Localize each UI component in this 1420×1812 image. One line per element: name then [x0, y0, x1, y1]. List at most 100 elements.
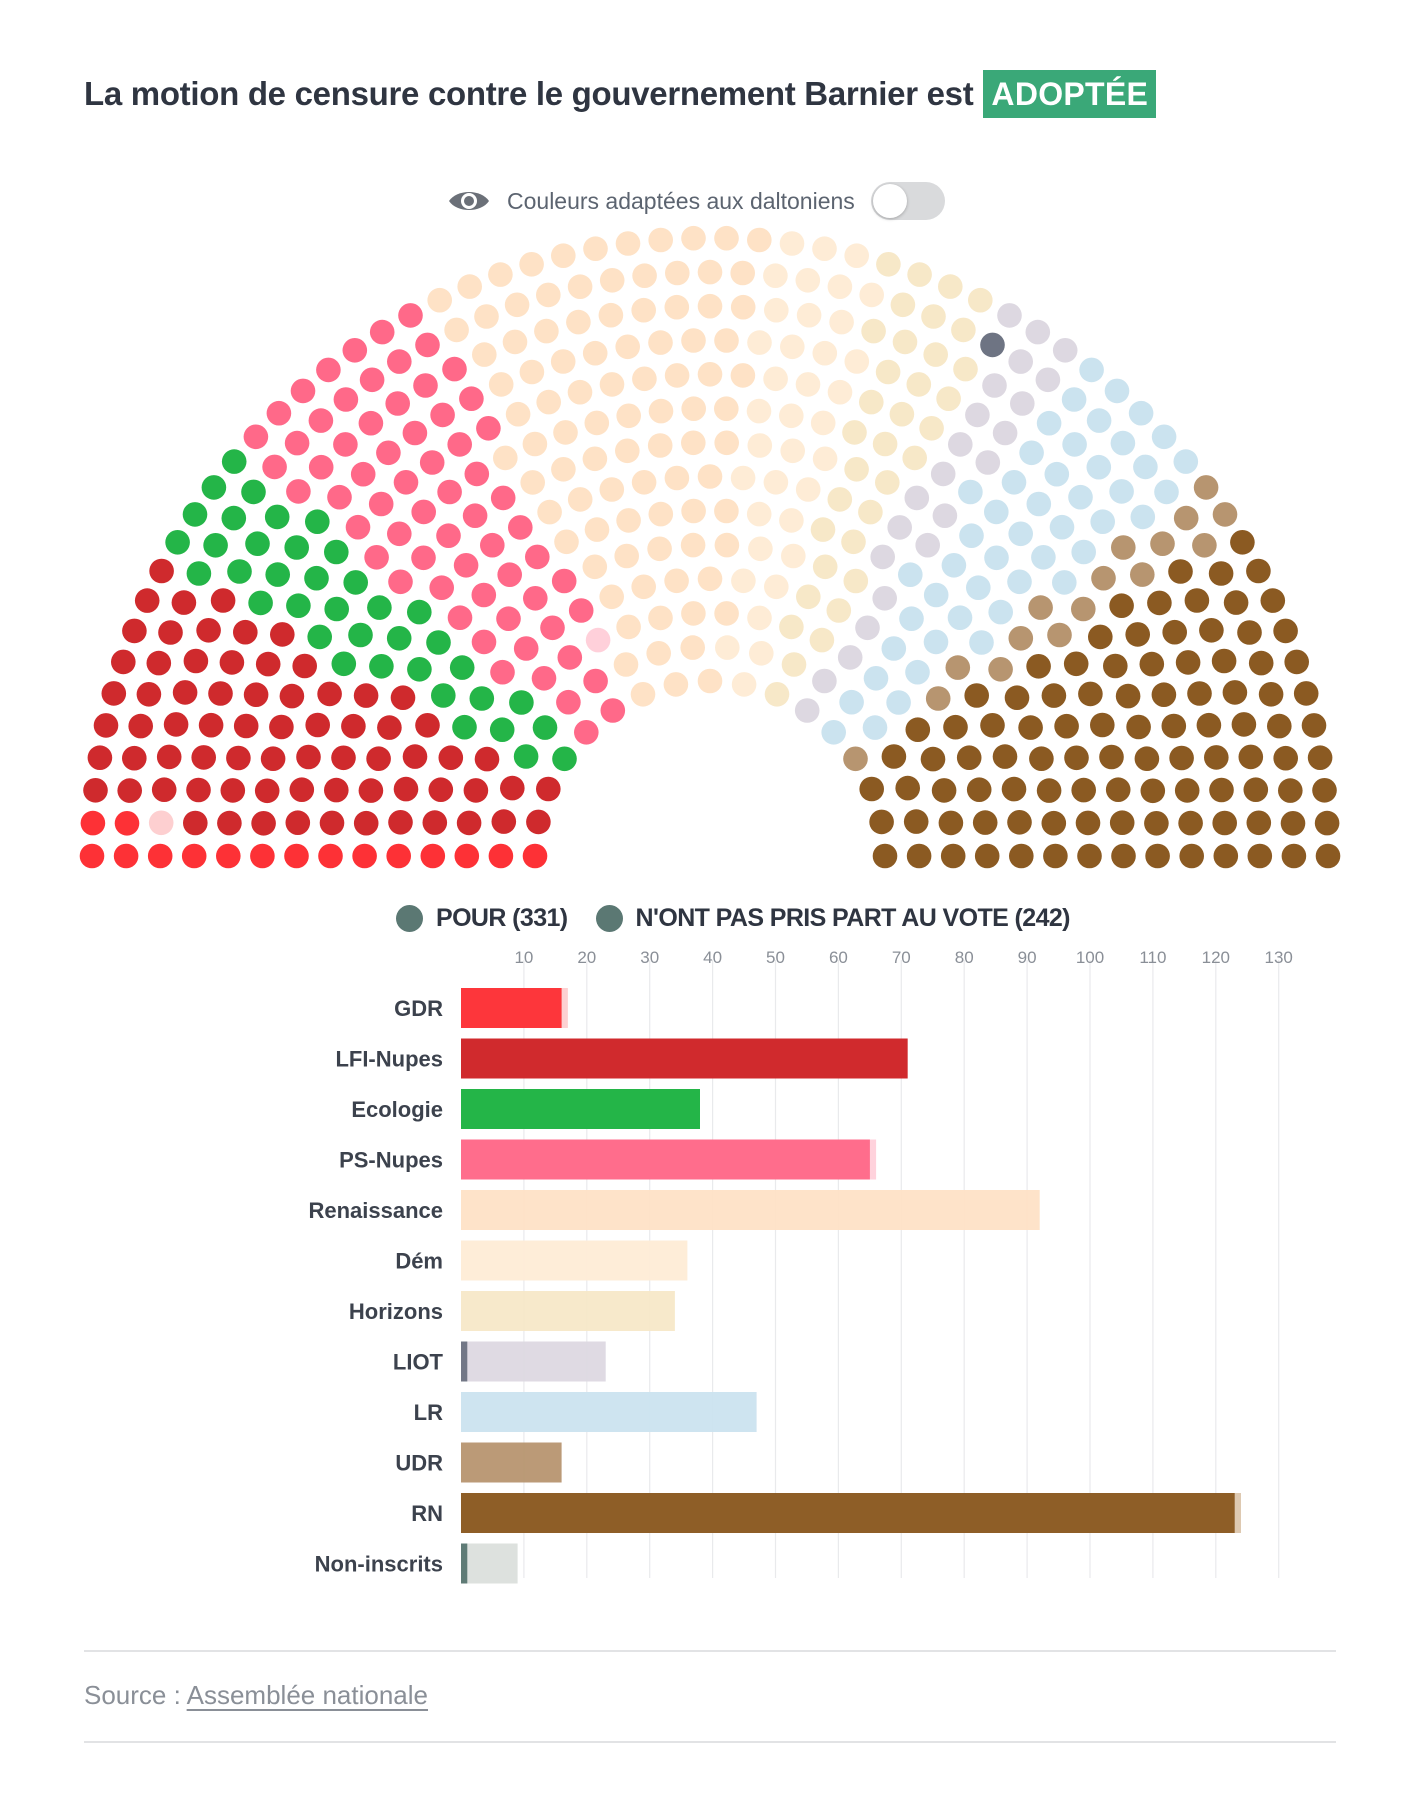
seat-ps-nupes: [345, 514, 371, 540]
seat-rn: [1230, 530, 1255, 555]
bar-pour: [461, 1038, 908, 1079]
seat-liot: [1035, 367, 1061, 393]
seat-lfi-nupes: [289, 777, 315, 802]
colorblind-toggle-switch[interactable]: [870, 182, 945, 220]
seat-dém: [844, 243, 869, 268]
seat-horizons: [781, 652, 807, 677]
seat-horizons: [923, 342, 948, 367]
seat-lfi-nupes: [210, 588, 236, 613]
seat-lr: [1031, 545, 1056, 570]
source-link[interactable]: Assemblée nationale: [186, 1680, 429, 1710]
seat-dém: [844, 349, 870, 374]
seat-renaissance: [681, 225, 706, 251]
seat-lfi-nupes: [219, 650, 245, 675]
seat-dém: [764, 574, 789, 600]
seat-ps-nupes: [388, 569, 413, 595]
seat-lfi-nupes: [171, 590, 197, 615]
seat-renaissance: [488, 262, 513, 287]
seat-renaissance: [616, 403, 641, 429]
seat-horizons: [875, 470, 900, 495]
bar-nonvote: [461, 1442, 562, 1483]
seat-lr: [988, 599, 1013, 625]
seat-rn: [1139, 651, 1165, 677]
seat-horizons: [809, 627, 835, 653]
seat-lfi-nupes: [146, 650, 172, 676]
seat-renaissance: [680, 532, 706, 558]
seat-lfi-nupes: [438, 745, 464, 770]
bar-pour: [461, 988, 562, 1028]
toggle-knob[interactable]: [872, 184, 907, 218]
x-tick-label: 120: [1202, 948, 1230, 967]
seat-rn: [1169, 745, 1194, 771]
seat-gdr: [488, 843, 514, 869]
seat-lr: [1068, 484, 1093, 510]
seat-ps-nupes: [508, 515, 533, 540]
seat-horizons: [843, 568, 869, 594]
seat-renaissance: [631, 297, 656, 323]
seat-renaissance: [520, 470, 545, 495]
seat-ps-nupes: [387, 521, 412, 547]
seat-renaissance: [582, 554, 608, 580]
seat-ps-nupes: [266, 400, 292, 426]
seat-rn: [1237, 620, 1262, 645]
seat-liot: [887, 515, 912, 540]
seat-rn: [1204, 745, 1229, 770]
seat-rn: [974, 843, 1000, 869]
seat-rn: [1260, 588, 1286, 613]
seat-rn: [1075, 810, 1101, 836]
seat-lr: [1036, 410, 1062, 436]
legend-item-pour: POUR (331): [396, 904, 568, 933]
seat-ps-nupes: [525, 544, 550, 570]
seat-horizons: [951, 317, 976, 343]
category-label: GDR: [394, 996, 443, 1021]
seat-liot: [794, 698, 820, 723]
seat-renaissance: [697, 464, 723, 489]
seat-lfi-nupes: [388, 810, 413, 835]
seat-renaissance: [681, 498, 706, 524]
seat-ecologie: [245, 531, 270, 556]
seat-gdr: [148, 810, 174, 836]
seat-liot: [992, 420, 1018, 446]
seat-renaissance: [493, 445, 518, 471]
seat-udr: [1111, 535, 1136, 560]
seat-lfi-nupes: [474, 746, 500, 772]
seat-rn: [895, 775, 920, 801]
seat-ecologie: [431, 683, 456, 708]
seat-ps-nupes: [402, 420, 428, 446]
seat-rn: [1041, 810, 1067, 836]
seat-renaissance: [631, 574, 656, 600]
seat-ps-nupes: [364, 545, 389, 570]
seat-renaissance: [681, 430, 706, 456]
seat-ps-nupes: [342, 338, 368, 363]
bar-nonvote: [461, 1341, 606, 1382]
seat-renaissance: [615, 334, 640, 360]
seat-lr: [1061, 387, 1087, 412]
seat-horizons: [889, 401, 915, 427]
seat-renaissance: [681, 328, 706, 353]
seat-lr: [1026, 491, 1052, 517]
seat-renaissance: [599, 477, 625, 502]
seat-udr: [1192, 533, 1217, 558]
seat-renaissance: [566, 309, 591, 335]
seat-udr: [1047, 622, 1072, 648]
seat-rn: [1151, 682, 1177, 707]
seat-rn: [1301, 713, 1327, 738]
seat-rn: [1077, 843, 1102, 869]
seat-lfi-nupes: [254, 778, 280, 804]
seat-ps-nupes: [376, 440, 401, 466]
seat-udr: [945, 655, 971, 680]
seat-rn: [956, 745, 982, 770]
seat-liot: [982, 373, 1007, 398]
seat-horizons: [953, 356, 978, 382]
category-label: Ecologie: [351, 1097, 443, 1122]
seat-rn: [1109, 810, 1135, 835]
seat-ps-nupes: [385, 391, 411, 416]
seat-ps-nupes: [413, 373, 438, 398]
seat-rn: [1243, 777, 1269, 802]
seat-renaissance: [519, 359, 545, 385]
seat-renaissance: [730, 294, 756, 320]
seat-lfi-nupes: [149, 558, 174, 584]
seat-rn: [1078, 681, 1103, 707]
seat-renaissance: [681, 601, 706, 626]
seat-lfi-nupes: [260, 746, 286, 771]
